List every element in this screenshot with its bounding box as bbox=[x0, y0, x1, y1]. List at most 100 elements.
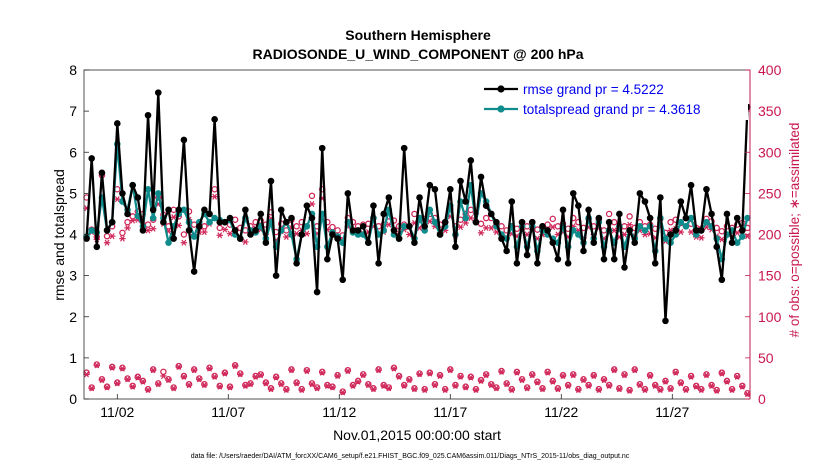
obs-possible-marker-low bbox=[687, 372, 695, 380]
obs-possible-marker-low bbox=[662, 377, 669, 385]
obs-possible-marker-low bbox=[672, 368, 679, 376]
x-tick-label: 11/22 bbox=[544, 404, 578, 420]
series-point-rmse bbox=[247, 231, 254, 238]
y-left-tick-label: 4 bbox=[69, 227, 77, 243]
obs-possible-marker-low bbox=[108, 363, 116, 371]
series-point-rmse bbox=[370, 202, 377, 210]
obs-assimilated-marker-low bbox=[513, 369, 521, 376]
obs-assimilated-marker-low bbox=[175, 363, 182, 370]
obs-possible-marker-low bbox=[441, 385, 449, 393]
obs-assimilated-marker-low bbox=[672, 369, 679, 376]
obs-assimilated-marker-low bbox=[155, 381, 162, 388]
obs-assimilated-marker-low bbox=[687, 373, 695, 380]
obs-possible-marker-low bbox=[124, 375, 131, 382]
series-point-rmse bbox=[657, 194, 664, 201]
series-point-rmse bbox=[329, 231, 336, 238]
y-left-tick-label: 6 bbox=[69, 144, 77, 160]
series-point-rmse bbox=[129, 181, 136, 189]
obs-assimilated-marker-low bbox=[718, 370, 726, 377]
obs-assimilated-marker-low bbox=[190, 367, 198, 374]
obs-possible-marker-low bbox=[631, 366, 638, 373]
obs-assimilated-marker-low bbox=[360, 372, 367, 379]
obs-assimilated-marker-low bbox=[365, 381, 372, 389]
series-point-rmse bbox=[610, 255, 618, 263]
obs-possible-marker-low bbox=[436, 371, 444, 379]
obs-possible-marker-low bbox=[93, 361, 101, 368]
legend-label-spread: totalspread grand pr = 4.3618 bbox=[523, 102, 701, 117]
series-point-rmse bbox=[339, 276, 347, 284]
obs-possible-marker-low bbox=[651, 381, 659, 389]
obs-assimilated-marker-low bbox=[488, 381, 495, 389]
obs-assimilated-marker-low bbox=[380, 382, 387, 389]
obs-assimilated-marker-low bbox=[570, 372, 577, 379]
series-point-rmse bbox=[380, 210, 388, 218]
obs-assimilated-marker-low bbox=[441, 386, 449, 394]
series-point-rmse bbox=[482, 202, 490, 210]
obs-assimilated-marker-low bbox=[149, 367, 157, 374]
obs-possible-marker-low bbox=[206, 364, 213, 371]
obs-assimilated-marker-low bbox=[652, 382, 659, 389]
series-point-spread bbox=[641, 227, 649, 234]
obs-assimilated-marker-low bbox=[406, 377, 413, 384]
obs-possible-marker-low bbox=[88, 384, 95, 391]
series-point-rmse bbox=[144, 111, 152, 119]
obs-assimilated-marker-low bbox=[708, 382, 715, 389]
series-point-rmse bbox=[457, 177, 464, 185]
series-point-rmse bbox=[431, 185, 439, 193]
obs-possible-marker bbox=[667, 218, 674, 226]
obs-possible-marker-low bbox=[288, 366, 295, 373]
obs-possible-marker-low bbox=[616, 385, 623, 392]
obs-assimilated-marker-low bbox=[472, 386, 480, 394]
obs-possible-marker-low bbox=[467, 373, 475, 381]
series-point-rmse bbox=[534, 259, 541, 267]
obs-assimilated-marker-low bbox=[636, 381, 644, 389]
series-point-rmse bbox=[585, 206, 592, 214]
obs-possible-marker-low bbox=[313, 384, 321, 391]
series-point-rmse bbox=[682, 214, 690, 222]
obs-assimilated-marker-low bbox=[590, 372, 597, 380]
axes: 0 1 2 3 4 5 6 7 8 0 50 100 150 200 250 300 350 400 11/02 11… bbox=[69, 62, 781, 420]
obs-assimilated-marker-low bbox=[139, 378, 147, 385]
series-point-rmse bbox=[344, 190, 352, 197]
obs-possible-marker-low bbox=[728, 385, 736, 393]
series-point-spread bbox=[149, 214, 157, 222]
obs-possible-marker-low bbox=[503, 380, 510, 387]
obs-possible-marker-low bbox=[354, 377, 362, 385]
obs-possible-marker-low bbox=[498, 367, 505, 375]
series-point-rmse bbox=[160, 218, 167, 226]
series-point-rmse bbox=[559, 206, 567, 214]
obs-possible-marker-low bbox=[488, 380, 495, 388]
obs-possible-marker-low bbox=[267, 385, 275, 392]
obs-assimilated-marker bbox=[626, 221, 633, 228]
obs-assimilated-marker-low bbox=[498, 368, 505, 375]
series-point-spread bbox=[88, 227, 95, 234]
series-point-rmse bbox=[487, 210, 495, 218]
obs-possible-marker-low bbox=[600, 376, 608, 383]
obs-possible-marker-low bbox=[395, 372, 403, 380]
obs-possible-marker-low bbox=[626, 386, 633, 394]
obs-possible-marker-low bbox=[385, 384, 393, 391]
obs-possible-marker-low bbox=[185, 380, 193, 388]
obs-assimilated-marker-low bbox=[257, 372, 264, 379]
obs-possible-marker-low bbox=[149, 366, 157, 373]
obs-assimilated-marker-low bbox=[247, 381, 254, 388]
obs-assimilated-marker-low bbox=[165, 377, 172, 384]
obs-possible-marker-low bbox=[349, 381, 357, 389]
series-point-rmse bbox=[528, 218, 536, 226]
obs-possible-marker-low bbox=[636, 380, 644, 388]
series-point-rmse bbox=[252, 227, 259, 234]
obs-assimilated-marker-low bbox=[421, 386, 428, 394]
series-point-rmse bbox=[103, 227, 111, 234]
obs-assimilated-marker-low bbox=[88, 385, 95, 392]
obs-assimilated-marker-low bbox=[226, 384, 234, 391]
series-point-rmse bbox=[621, 264, 628, 271]
series-point-rmse bbox=[616, 210, 623, 218]
obs-assimilated-marker bbox=[124, 224, 131, 231]
obs-possible-marker-low bbox=[262, 379, 270, 386]
series-point-rmse bbox=[426, 181, 434, 189]
obs-assimilated-marker-low bbox=[83, 371, 90, 378]
series-point-rmse bbox=[88, 155, 95, 162]
obs-possible-marker-low bbox=[370, 385, 377, 392]
obs-possible-marker-low bbox=[277, 380, 285, 387]
obs-assimilated-marker-low bbox=[108, 364, 116, 371]
